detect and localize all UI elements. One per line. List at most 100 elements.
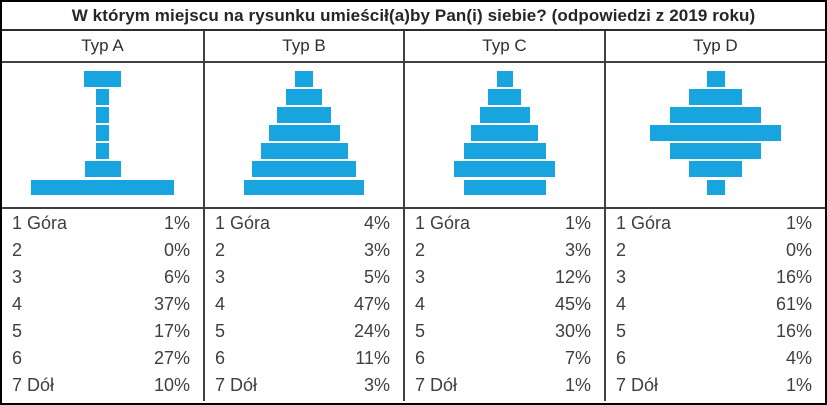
diagram-bar — [260, 143, 348, 159]
level-label: 5 — [215, 321, 226, 341]
percent-value: 61% — [775, 294, 812, 314]
table-row: 6 4% — [616, 345, 812, 372]
percent-value: 16% — [775, 321, 812, 341]
level-label: 4 — [12, 294, 23, 314]
percent-value: 11% — [355, 348, 390, 368]
diagram-bar — [96, 143, 109, 159]
percent-value: 10% — [153, 375, 190, 395]
level-label: 6 — [12, 348, 23, 368]
table-row: 7 Dół 10% — [12, 372, 190, 399]
table-row: 2 0% — [12, 237, 190, 264]
percent-value: 3% — [363, 375, 390, 395]
diagram-bar — [84, 161, 121, 177]
percent-value: 0% — [163, 240, 190, 260]
table-row: 5 17% — [12, 318, 190, 345]
diagram-bar — [706, 71, 725, 87]
percent-value: 27% — [153, 348, 190, 368]
diagram-bar — [277, 107, 331, 123]
diagram-bar — [463, 179, 546, 196]
table-row: 4 37% — [12, 291, 190, 318]
level-label: 4 — [415, 294, 426, 314]
diagram-bar — [471, 125, 538, 141]
column-header-cell: Typ B — [205, 31, 405, 63]
column-header-cell: Typ D — [606, 31, 825, 63]
diagram-bar — [706, 179, 725, 196]
structure-diagram — [650, 63, 781, 207]
table-row: 6 11% — [215, 345, 390, 372]
diagram-bar — [244, 179, 364, 196]
table-row: 3 16% — [616, 264, 812, 291]
level-label: 3 — [415, 267, 426, 287]
diagram-bar — [488, 89, 521, 105]
table-row: 5 16% — [616, 318, 812, 345]
percent-value: 47% — [353, 294, 390, 314]
diagram-bar — [479, 107, 530, 123]
diagram-bar — [650, 125, 781, 141]
percent-value: 5% — [363, 267, 390, 287]
column-header-label: Typ B — [282, 36, 326, 55]
diagram-cell — [205, 63, 405, 209]
percent-value: 17% — [153, 321, 190, 341]
column-header-label: Typ D — [693, 36, 738, 55]
level-label: 3 — [215, 267, 226, 287]
diagram-bar — [295, 71, 313, 87]
column-header-label: Typ A — [81, 36, 124, 55]
level-label: 7 Dół — [415, 375, 458, 395]
percent-value: 0% — [785, 240, 812, 260]
column-header-row: Typ A Typ B Typ C Typ D — [2, 31, 825, 63]
diagram-bar — [84, 71, 121, 87]
level-label: 3 — [12, 267, 23, 287]
data-cell: 1 Góra 4% 2 3% 3 5% 4 47% 5 24% 6 11% 7 … — [205, 209, 405, 401]
percent-value: 37% — [153, 294, 190, 314]
level-label: 7 Dół — [616, 375, 659, 395]
level-label: 3 — [616, 267, 627, 287]
diagram-bar — [96, 89, 109, 105]
diagram-row — [2, 63, 825, 209]
percent-value: 12% — [554, 267, 591, 287]
level-label: 6 — [215, 348, 226, 368]
level-label: 6 — [616, 348, 627, 368]
data-cell: 1 Góra 1% 2 3% 3 12% 4 45% 5 30% 6 7% 7 … — [405, 209, 606, 401]
table-row: 2 0% — [616, 237, 812, 264]
percent-value: 1% — [785, 213, 812, 233]
table-row: 5 30% — [415, 318, 591, 345]
column-header-cell: Typ C — [405, 31, 606, 63]
diagram-bar — [689, 161, 742, 177]
table-row: 4 45% — [415, 291, 591, 318]
percent-value: 30% — [554, 321, 591, 341]
column-header-label: Typ C — [482, 36, 527, 55]
percent-value: 24% — [353, 321, 390, 341]
percent-value: 7% — [564, 348, 591, 368]
data-cell: 1 Góra 1% 2 0% 3 16% 4 61% 5 16% 6 4% 7 … — [606, 209, 825, 401]
table-row: 2 3% — [415, 237, 591, 264]
percent-value: 3% — [564, 240, 591, 260]
level-label: 5 — [616, 321, 627, 341]
diagram-bar — [463, 143, 546, 159]
level-label: 7 Dół — [215, 375, 258, 395]
level-label: 2 — [616, 240, 627, 260]
diagram-bar — [252, 161, 356, 177]
table-row: 2 3% — [215, 237, 390, 264]
percent-value: 6% — [163, 267, 190, 287]
level-label: 1 Góra — [12, 213, 68, 233]
table-row: 6 7% — [415, 345, 591, 372]
level-label: 6 — [415, 348, 426, 368]
level-label: 7 Dół — [12, 375, 55, 395]
table-row: 5 24% — [215, 318, 390, 345]
table-row: 1 Góra 4% — [215, 210, 390, 237]
percent-value: 4% — [363, 213, 390, 233]
percent-value: 4% — [785, 348, 812, 368]
diagram-bar — [96, 107, 109, 123]
table-row: 1 Góra 1% — [12, 210, 190, 237]
diagram-cell — [405, 63, 606, 209]
figure-title: W którym miejscu na rysunku umieścił(a)b… — [2, 2, 825, 31]
diagram-bar — [670, 143, 761, 159]
structure-diagram — [244, 63, 364, 207]
diagram-bar — [689, 89, 742, 105]
table-row: 4 61% — [616, 291, 812, 318]
table-row: 7 Dół 3% — [215, 372, 390, 399]
level-label: 1 Góra — [616, 213, 672, 233]
table-row: 7 Dół 1% — [415, 372, 591, 399]
diagram-cell — [2, 63, 205, 209]
